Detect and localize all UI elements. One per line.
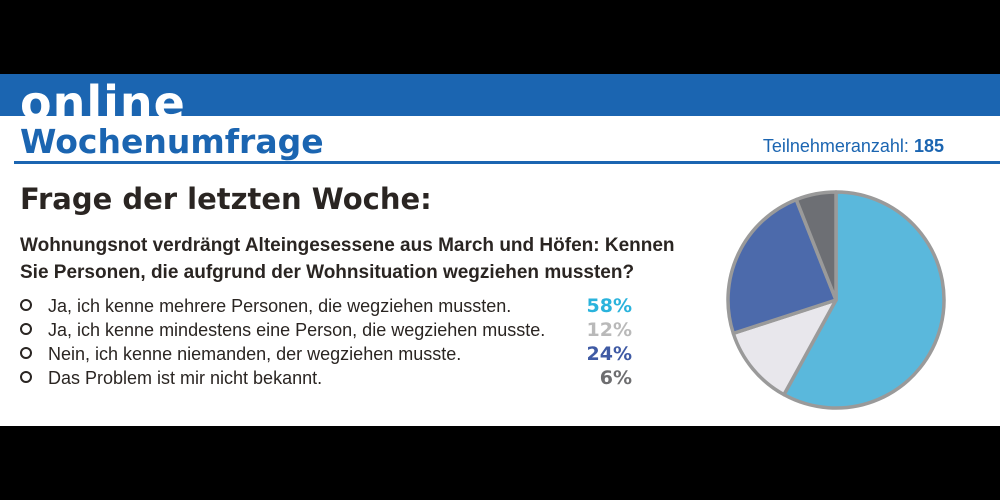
pie-slice-1 <box>782 190 946 410</box>
pie-slice-4 <box>794 190 838 302</box>
question-line-2: Sie Personen, die aufgrund der Wohnsitua… <box>20 262 635 283</box>
radio-icon[interactable] <box>20 323 32 335</box>
answer-list: Ja, ich kenne mehrere Personen, die wegz… <box>20 294 640 390</box>
answer-option-3[interactable]: Nein, ich kenne niemanden, der wegziehen… <box>20 342 640 366</box>
radio-icon[interactable] <box>20 371 32 383</box>
poll-widget: online Wochenumfrage Teilnehmeranzahl: 1… <box>0 74 1000 426</box>
results-pie-chart <box>726 190 946 410</box>
participant-count-label: Teilnehmeranzahl: <box>762 136 909 156</box>
answer-label: Das Problem ist mir nicht bekannt. <box>48 368 323 388</box>
answer-percentage: 24% <box>586 343 632 365</box>
answer-label: Nein, ich kenne niemanden, der wegziehen… <box>48 344 462 364</box>
radio-icon[interactable] <box>20 299 32 311</box>
answer-percentage: 6% <box>599 367 632 389</box>
header-band <box>0 74 1000 116</box>
answer-option-4[interactable]: Das Problem ist mir nicht bekannt. 6% <box>20 366 640 390</box>
question-text: Wohnungsnot verdrängt Alteingesessene au… <box>20 232 680 286</box>
page-title: Wochenumfrage <box>20 122 324 161</box>
title-divider <box>14 161 1000 164</box>
answer-option-1[interactable]: Ja, ich kenne mehrere Personen, die wegz… <box>20 294 640 318</box>
radio-icon[interactable] <box>20 347 32 359</box>
answer-label: Ja, ich kenne mindestens eine Person, di… <box>48 320 546 340</box>
pie-slice-2 <box>731 298 838 397</box>
answer-option-2[interactable]: Ja, ich kenne mindestens eine Person, di… <box>20 318 640 342</box>
question-heading: Frage der letzten Woche: <box>20 182 432 216</box>
answer-percentage: 58% <box>586 295 632 317</box>
participant-count-value: 185 <box>913 136 944 156</box>
answer-percentage: 12% <box>586 319 632 341</box>
participant-count: Teilnehmeranzahl: 185 <box>763 136 944 157</box>
answer-label: Ja, ich kenne mehrere Personen, die wegz… <box>48 296 512 316</box>
question-line-1: Wohnungsnot verdrängt Alteingesessene au… <box>20 235 675 256</box>
